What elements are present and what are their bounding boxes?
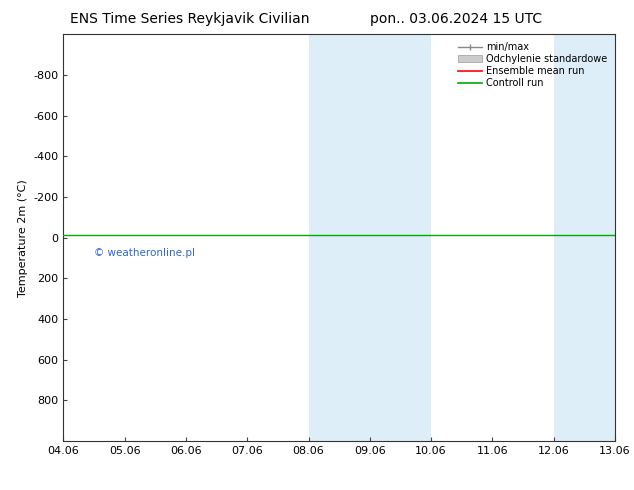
Y-axis label: Temperature 2m (°C): Temperature 2m (°C): [18, 179, 28, 296]
Text: © weatheronline.pl: © weatheronline.pl: [94, 248, 195, 258]
Legend: min/max, Odchylenie standardowe, Ensemble mean run, Controll run: min/max, Odchylenie standardowe, Ensembl…: [455, 39, 610, 91]
Bar: [309, 34, 370, 441]
Text: ENS Time Series Reykjavik Civilian: ENS Time Series Reykjavik Civilian: [70, 12, 310, 26]
Bar: [370, 34, 431, 441]
Bar: [553, 34, 615, 441]
Text: pon.. 03.06.2024 15 UTC: pon.. 03.06.2024 15 UTC: [370, 12, 543, 26]
